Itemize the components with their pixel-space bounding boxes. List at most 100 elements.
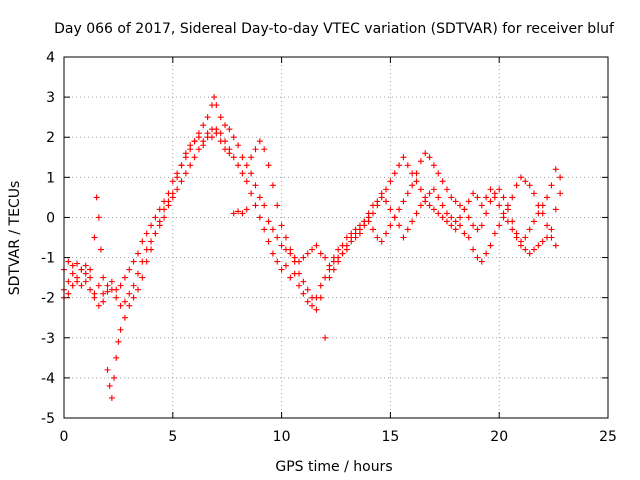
data-point — [539, 238, 546, 245]
data-point — [117, 282, 124, 289]
data-point — [121, 298, 128, 305]
data-point — [531, 246, 538, 253]
data-point — [200, 122, 207, 129]
data-point — [509, 226, 516, 233]
data-point — [148, 222, 155, 229]
data-point — [300, 254, 307, 261]
chart-title: Day 066 of 2017, Sidereal Day-to-day VTE… — [54, 21, 615, 37]
data-point — [222, 122, 229, 129]
data-point — [252, 202, 259, 209]
data-point — [426, 202, 433, 209]
data-point — [252, 182, 259, 189]
data-point — [265, 218, 272, 225]
data-point — [465, 214, 472, 221]
data-point — [457, 202, 464, 209]
data-point — [465, 198, 472, 205]
data-point — [317, 250, 324, 257]
data-point — [187, 162, 194, 169]
data-point — [548, 226, 555, 233]
data-point — [130, 282, 137, 289]
data-point — [374, 234, 381, 241]
data-point — [552, 242, 559, 249]
data-point — [256, 194, 263, 201]
data-point — [365, 210, 372, 217]
data-point — [65, 258, 72, 265]
data-point — [195, 146, 202, 153]
data-point — [374, 198, 381, 205]
data-point — [191, 138, 198, 145]
data-point — [522, 246, 529, 253]
data-point — [191, 154, 198, 161]
data-point — [330, 266, 337, 273]
data-point — [544, 194, 551, 201]
y-axis-label: SDTVAR / TECUs — [7, 181, 23, 296]
data-point — [117, 326, 124, 333]
data-point — [235, 162, 242, 169]
data-point — [435, 210, 442, 217]
data-point — [422, 198, 429, 205]
data-point — [443, 210, 450, 217]
data-point — [387, 206, 394, 213]
data-point — [208, 126, 215, 133]
data-point — [513, 234, 520, 241]
data-point — [300, 290, 307, 297]
y-tick-label: 1 — [46, 170, 55, 186]
data-point — [535, 242, 542, 249]
data-point — [139, 238, 146, 245]
data-point — [413, 170, 420, 177]
data-point — [235, 142, 242, 149]
data-point — [87, 274, 94, 281]
data-point — [517, 242, 524, 249]
data-point — [82, 270, 89, 277]
y-tick-label: -4 — [41, 371, 55, 387]
data-point — [252, 146, 259, 153]
data-point — [217, 138, 224, 145]
data-point — [274, 234, 281, 241]
data-point — [269, 182, 276, 189]
data-point — [95, 302, 102, 309]
data-point — [304, 250, 311, 257]
data-point — [78, 266, 85, 273]
data-point — [483, 210, 490, 217]
data-point — [115, 338, 122, 345]
data-point — [287, 274, 294, 281]
data-point — [200, 142, 207, 149]
data-point — [117, 302, 124, 309]
data-point — [461, 230, 468, 237]
data-point — [309, 246, 316, 253]
data-point — [396, 162, 403, 169]
y-tick-label: 3 — [46, 90, 55, 106]
data-point — [95, 214, 102, 221]
data-point — [121, 274, 128, 281]
data-point — [108, 394, 115, 401]
data-point — [448, 214, 455, 221]
data-point — [317, 282, 324, 289]
data-point — [296, 282, 303, 289]
data-point — [361, 218, 368, 225]
data-point — [69, 282, 76, 289]
data-point — [522, 234, 529, 241]
y-tick-label: -1 — [41, 251, 55, 267]
data-point — [169, 178, 176, 185]
data-point — [97, 246, 104, 253]
data-point — [483, 194, 490, 201]
data-point — [356, 226, 363, 233]
data-point — [557, 190, 564, 197]
data-point — [100, 290, 107, 297]
data-point — [300, 278, 307, 285]
data-point — [465, 234, 472, 241]
data-point — [121, 314, 128, 321]
data-point — [148, 238, 155, 245]
data-point — [78, 282, 85, 289]
data-point — [352, 230, 359, 237]
data-point — [517, 174, 524, 181]
data-point — [383, 198, 390, 205]
data-point — [439, 202, 446, 209]
data-point — [309, 302, 316, 309]
data-point — [87, 286, 94, 293]
data-point — [174, 186, 181, 193]
data-point — [287, 246, 294, 253]
data-point — [417, 158, 424, 165]
data-point — [317, 294, 324, 301]
